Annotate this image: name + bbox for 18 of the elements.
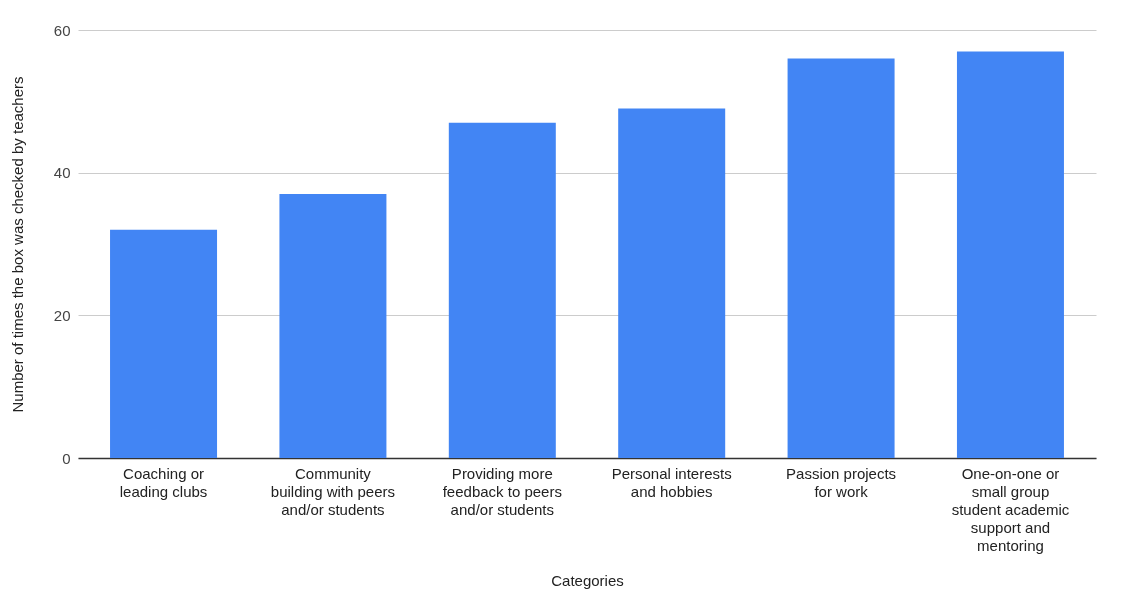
x-tick-label: One-on-one or small group student academic support and mentoring [951, 464, 1070, 554]
y-tick-label: 0 [62, 449, 71, 467]
bar [618, 108, 726, 458]
bar [448, 122, 556, 458]
bar [956, 51, 1064, 458]
x-tick-label: Community building with peers and/or students [270, 464, 396, 518]
y-tick-label: 20 [53, 306, 71, 324]
x-axis-title: Categories [551, 571, 624, 589]
x-tick-label: Personal interests and hobbies [611, 464, 732, 500]
bar [279, 194, 387, 458]
y-axis-title: Number of times the box was checked by teachers [8, 76, 26, 413]
x-tick-label: Providing more feedback to peers and/or students [442, 464, 562, 518]
x-tick-label: Passion projects for work [786, 464, 897, 500]
bar [110, 229, 218, 458]
bar [787, 58, 895, 458]
x-tick-label: Coaching or leading clubs [119, 464, 208, 500]
y-tick-label: 40 [53, 164, 71, 182]
y-tick-label: 60 [53, 21, 71, 39]
